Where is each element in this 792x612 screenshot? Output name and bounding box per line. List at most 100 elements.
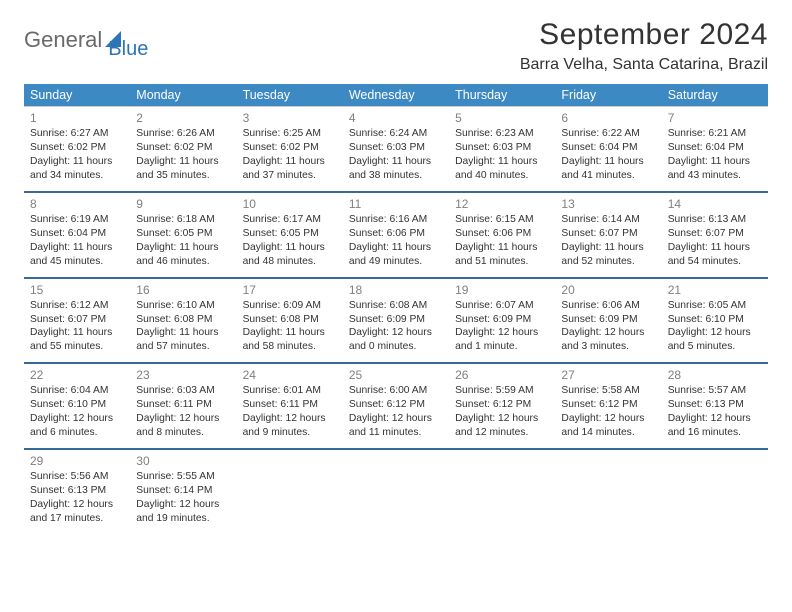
- day-dl2: and 57 minutes.: [136, 340, 230, 354]
- day-number: 5: [455, 110, 549, 126]
- day-dl2: and 11 minutes.: [349, 426, 443, 440]
- calendar-week-row: 1Sunrise: 6:27 AMSunset: 6:02 PMDaylight…: [24, 107, 768, 192]
- day-dl2: and 35 minutes.: [136, 169, 230, 183]
- day-sr: Sunrise: 6:06 AM: [561, 299, 655, 313]
- day-dl2: and 12 minutes.: [455, 426, 549, 440]
- calendar-day-cell: 8Sunrise: 6:19 AMSunset: 6:04 PMDaylight…: [24, 192, 130, 278]
- day-ss: Sunset: 6:06 PM: [455, 227, 549, 241]
- day-sr: Sunrise: 6:07 AM: [455, 299, 549, 313]
- calendar-day-cell: 23Sunrise: 6:03 AMSunset: 6:11 PMDayligh…: [130, 363, 236, 449]
- day-ss: Sunset: 6:13 PM: [30, 484, 124, 498]
- calendar-day-cell: 22Sunrise: 6:04 AMSunset: 6:10 PMDayligh…: [24, 363, 130, 449]
- day-sr: Sunrise: 6:18 AM: [136, 213, 230, 227]
- day-number: 9: [136, 196, 230, 212]
- day-ss: Sunset: 6:02 PM: [136, 141, 230, 155]
- day-ss: Sunset: 6:03 PM: [455, 141, 549, 155]
- calendar-day-cell: [662, 449, 768, 534]
- title-block: September 2024 Barra Velha, Santa Catari…: [520, 18, 768, 74]
- day-ss: Sunset: 6:04 PM: [668, 141, 762, 155]
- day-ss: Sunset: 6:02 PM: [243, 141, 337, 155]
- day-dl1: Daylight: 11 hours: [668, 155, 762, 169]
- day-dl2: and 46 minutes.: [136, 255, 230, 269]
- day-sr: Sunrise: 6:00 AM: [349, 384, 443, 398]
- day-dl1: Daylight: 11 hours: [243, 155, 337, 169]
- day-ss: Sunset: 6:03 PM: [349, 141, 443, 155]
- day-sr: Sunrise: 6:12 AM: [30, 299, 124, 313]
- day-dl2: and 3 minutes.: [561, 340, 655, 354]
- day-dl2: and 1 minute.: [455, 340, 549, 354]
- calendar-week-row: 8Sunrise: 6:19 AMSunset: 6:04 PM Daylight…: [24, 192, 768, 278]
- weekday-header: Monday: [130, 84, 236, 107]
- day-number: 21: [668, 282, 762, 298]
- calendar-day-cell: 17Sunrise: 6:09 AMSunset: 6:08 PMDayligh…: [237, 278, 343, 364]
- calendar-day-cell: 26Sunrise: 5:59 AMSunset: 6:12 PMDayligh…: [449, 363, 555, 449]
- day-number: 3: [243, 110, 337, 126]
- day-dl2: and 52 minutes.: [561, 255, 655, 269]
- day-number: 6: [561, 110, 655, 126]
- day-ss: Sunset: 6:04 PM: [561, 141, 655, 155]
- day-sr: Sunrise: 5:59 AM: [455, 384, 549, 398]
- day-dl1: Daylight: 11 hours: [243, 241, 337, 255]
- page-title: September 2024: [520, 18, 768, 52]
- day-number: 22: [30, 367, 124, 383]
- calendar-day-cell: 13Sunrise: 6:14 AMSunset: 6:07 PMDayligh…: [555, 192, 661, 278]
- day-dl1: Daylight: 11 hours: [349, 241, 443, 255]
- day-sr: Sunrise: 6:04 AM: [30, 384, 124, 398]
- page-subtitle: Barra Velha, Santa Catarina, Brazil: [520, 56, 768, 74]
- day-dl1: Daylight: 11 hours: [136, 241, 230, 255]
- day-number: 19: [455, 282, 549, 298]
- day-dl1: Daylight: 11 hours: [30, 155, 124, 169]
- calendar-day-cell: 10Sunrise: 6:17 AMSunset: 6:05 PMDayligh…: [237, 192, 343, 278]
- day-ss: Sunset: 6:12 PM: [349, 398, 443, 412]
- day-number: 1: [30, 110, 124, 126]
- day-sr: Sunrise: 5:57 AM: [668, 384, 762, 398]
- day-dl1: Daylight: 11 hours: [455, 241, 549, 255]
- day-dl2: and 38 minutes.: [349, 169, 443, 183]
- day-dl1: Daylight: 12 hours: [561, 326, 655, 340]
- day-dl1: Daylight: 12 hours: [30, 412, 124, 426]
- calendar-week-row: 22Sunrise: 6:04 AMSunset: 6:10 PMDayligh…: [24, 363, 768, 449]
- day-sr: Sunrise: 6:15 AM: [455, 213, 549, 227]
- weekday-header: Saturday: [662, 84, 768, 107]
- day-dl2: and 5 minutes.: [668, 340, 762, 354]
- day-dl1: Daylight: 12 hours: [349, 326, 443, 340]
- calendar-day-cell: 24Sunrise: 6:01 AMSunset: 6:11 PMDayligh…: [237, 363, 343, 449]
- day-dl1: Daylight: 11 hours: [136, 155, 230, 169]
- day-dl1: Daylight: 12 hours: [668, 326, 762, 340]
- calendar-body: 1Sunrise: 6:27 AMSunset: 6:02 PMDaylight…: [24, 107, 768, 534]
- day-dl2: and 45 minutes.: [30, 255, 124, 269]
- calendar-day-cell: 12Sunrise: 6:15 AMSunset: 6:06 PMDayligh…: [449, 192, 555, 278]
- day-number: 20: [561, 282, 655, 298]
- weekday-header: Wednesday: [343, 84, 449, 107]
- day-dl2: and 55 minutes.: [30, 340, 124, 354]
- day-dl2: and 41 minutes.: [561, 169, 655, 183]
- logo: General Blue: [24, 18, 148, 61]
- day-number: 4: [349, 110, 443, 126]
- logo-text-blue: Blue: [108, 38, 148, 61]
- day-number: 25: [349, 367, 443, 383]
- day-sr: Sunrise: 6:19 AM: [30, 213, 124, 227]
- day-number: 13: [561, 196, 655, 212]
- day-sr: Sunrise: 6:23 AM: [455, 127, 549, 141]
- calendar-day-cell: 15Sunrise: 6:12 AMSunset: 6:07 PMDayligh…: [24, 278, 130, 364]
- day-sr: Sunrise: 6:27 AM: [30, 127, 124, 141]
- calendar-day-cell: 4Sunrise: 6:24 AMSunset: 6:03 PMDaylight…: [343, 107, 449, 192]
- calendar-day-cell: 28Sunrise: 5:57 AMSunset: 6:13 PMDayligh…: [662, 363, 768, 449]
- day-number: 11: [349, 196, 443, 212]
- day-ss: Sunset: 6:05 PM: [243, 227, 337, 241]
- day-ss: Sunset: 6:04 PM: [30, 227, 124, 241]
- day-ss: Sunset: 6:07 PM: [30, 313, 124, 327]
- day-dl2: and 9 minutes.: [243, 426, 337, 440]
- day-number: 12: [455, 196, 549, 212]
- day-dl1: Daylight: 11 hours: [30, 326, 124, 340]
- calendar-week-row: 15Sunrise: 6:12 AMSunset: 6:07 PMDayligh…: [24, 278, 768, 364]
- day-dl2: and 49 minutes.: [349, 255, 443, 269]
- calendar-day-cell: 29Sunrise: 5:56 AMSunset: 6:13 PMDayligh…: [24, 449, 130, 534]
- calendar-day-cell: 11Sunrise: 6:16 AMSunset: 6:06 PMDayligh…: [343, 192, 449, 278]
- day-number: 8: [30, 196, 124, 212]
- calendar-day-cell: [555, 449, 661, 534]
- day-dl1: Daylight: 12 hours: [136, 412, 230, 426]
- weekday-header: Thursday: [449, 84, 555, 107]
- day-dl2: and 17 minutes.: [30, 512, 124, 526]
- calendar-day-cell: 1Sunrise: 6:27 AMSunset: 6:02 PMDaylight…: [24, 107, 130, 192]
